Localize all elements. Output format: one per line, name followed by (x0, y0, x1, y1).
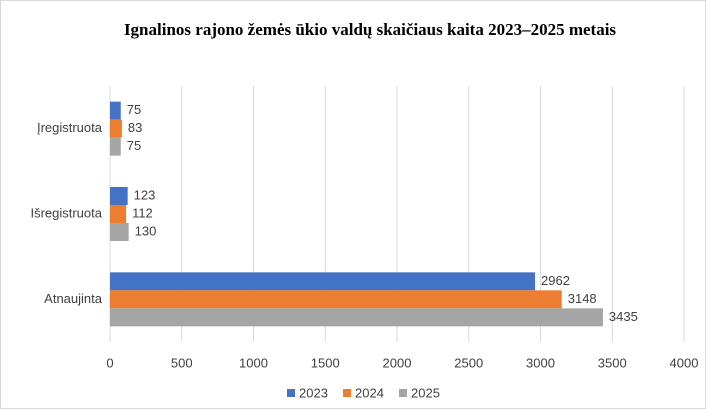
data-label: 3148 (568, 291, 597, 306)
bar (110, 308, 603, 327)
y-tick-label: Įregistruota (37, 120, 103, 135)
legend-label: 2023 (299, 385, 328, 400)
y-tick-label: Išregistruota (30, 205, 102, 220)
data-label: 130 (135, 223, 157, 238)
x-tick-label: 4000 (670, 355, 699, 370)
bar (110, 205, 127, 223)
legend-swatch (343, 389, 351, 397)
x-tick-label: 0 (106, 355, 113, 370)
x-tick-label: 3500 (598, 355, 627, 370)
bar (110, 187, 128, 205)
bar (110, 137, 121, 156)
bar (110, 223, 129, 241)
data-label: 2962 (541, 273, 570, 288)
bar (110, 101, 121, 120)
legend-swatch (287, 389, 295, 397)
legend-label: 2024 (355, 385, 384, 400)
x-tick-label: 1500 (311, 355, 340, 370)
x-tick-label: 3000 (526, 355, 555, 370)
data-label: 83 (128, 120, 142, 135)
x-tick-label: 1000 (239, 355, 268, 370)
bar (110, 290, 562, 309)
bar (110, 272, 536, 291)
legend-label: 2025 (411, 385, 440, 400)
x-tick-label: 2000 (383, 355, 412, 370)
data-label: 3435 (609, 309, 638, 324)
x-tick-label: 500 (171, 355, 193, 370)
chart-title: Ignalinos rajono žemės ūkio valdų skaiči… (123, 20, 617, 39)
data-label: 112 (132, 205, 153, 220)
data-label: 75 (127, 138, 141, 153)
legend-swatch (399, 389, 407, 397)
data-label: 123 (134, 187, 156, 202)
bar (110, 119, 122, 138)
x-tick-label: 2500 (454, 355, 483, 370)
y-tick-label: Atnaujinta (44, 291, 103, 306)
data-label: 75 (127, 102, 141, 117)
